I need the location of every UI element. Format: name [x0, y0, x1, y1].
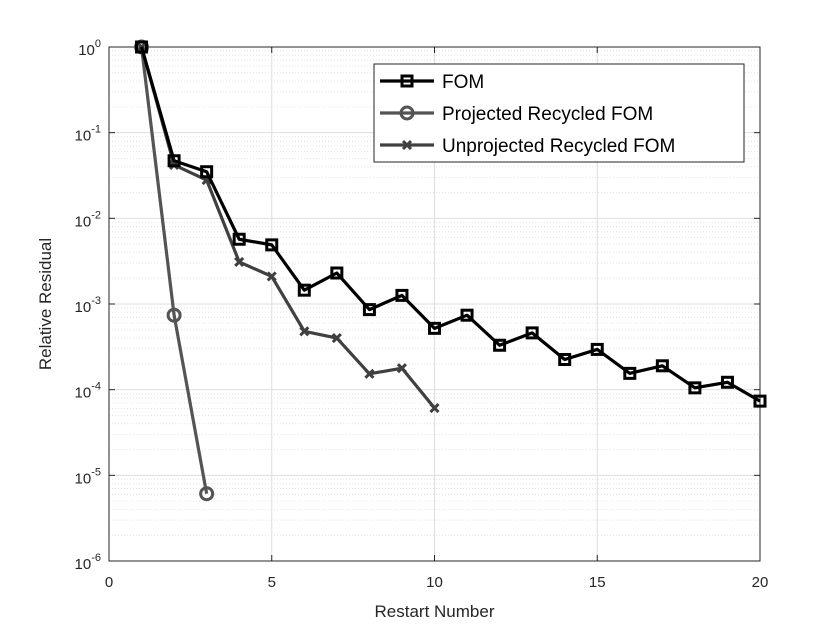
data-point — [558, 352, 572, 366]
series-lines — [134, 39, 767, 502]
series-unprojected-recycled-fom — [136, 41, 440, 414]
series-line — [140, 46, 436, 410]
y-tick-label: 10-4 — [75, 381, 101, 402]
data-point — [688, 381, 702, 395]
x-tick-label: 0 — [105, 574, 113, 591]
marker-stroke — [429, 402, 440, 414]
data-point — [590, 342, 604, 356]
data-point — [199, 486, 215, 502]
data-point — [135, 40, 149, 54]
series-projected-recycled-fom — [134, 39, 215, 502]
x-tick-label: 15 — [589, 574, 606, 591]
data-point — [364, 368, 375, 379]
x-tick-label: 10 — [426, 574, 443, 591]
marker-stroke — [396, 363, 408, 374]
legend-marker — [401, 139, 413, 151]
data-point — [166, 307, 182, 323]
axes — [108, 46, 761, 562]
legend-box — [373, 63, 745, 163]
data-point — [655, 359, 669, 373]
y-axis-label: Relative Residual — [36, 238, 55, 370]
data-point — [623, 366, 637, 380]
data-point — [395, 288, 409, 302]
legend-entry: FOM — [380, 72, 484, 93]
x-tick-label: 5 — [268, 574, 276, 591]
legend: FOM Projected Recycled FOM Unprojected Rec… — [373, 63, 745, 163]
y-tick-label: 10-1 — [75, 124, 101, 145]
marker-stroke — [266, 271, 277, 282]
data-point — [362, 303, 376, 317]
data-point — [297, 283, 311, 297]
marker-stroke — [331, 333, 342, 344]
data-point — [299, 326, 310, 337]
legend-label: FOM — [442, 72, 484, 93]
marker-stroke — [234, 256, 245, 267]
marker-stroke — [401, 139, 413, 151]
data-point — [753, 394, 767, 408]
y-tick-label: 10-3 — [75, 295, 101, 316]
data-point — [265, 238, 279, 252]
y-tick-label: 10-6 — [75, 552, 101, 573]
data-point — [167, 154, 181, 168]
data-point — [493, 338, 507, 352]
data-point — [720, 375, 734, 389]
legend-label: Projected Recycled FOM — [442, 104, 653, 125]
x-tick-label: 20 — [752, 574, 769, 591]
legend-marker — [399, 105, 415, 121]
tick-labels: 0 5 10 15 20 100 10-1 10-2 10-3 10-4 10-5 10-6 — [75, 38, 769, 591]
data-point — [525, 326, 539, 340]
data-point — [266, 271, 277, 282]
data-point — [460, 308, 474, 322]
legend-entry: Unprojected Recycled FOM — [380, 136, 675, 157]
y-tick-label: 10-5 — [75, 466, 101, 487]
series-line — [139, 46, 209, 495]
y-tick-label: 100 — [78, 38, 101, 59]
data-point — [234, 256, 245, 267]
y-tick-label: 10-2 — [75, 209, 101, 230]
legend-label: Unprojected Recycled FOM — [442, 136, 675, 157]
data-point — [232, 232, 246, 246]
data-point — [331, 333, 342, 344]
data-point — [330, 266, 344, 280]
data-point — [396, 363, 408, 374]
marker-stroke — [364, 368, 375, 379]
marker-stroke — [299, 326, 310, 337]
legend-marker — [400, 74, 414, 88]
data-point — [200, 165, 214, 179]
data-point — [428, 321, 441, 335]
x-axis-label: Restart Number — [375, 602, 495, 621]
legend-entry: Projected Recycled FOM — [380, 104, 653, 125]
series-fom — [135, 40, 767, 408]
data-point — [429, 402, 440, 414]
